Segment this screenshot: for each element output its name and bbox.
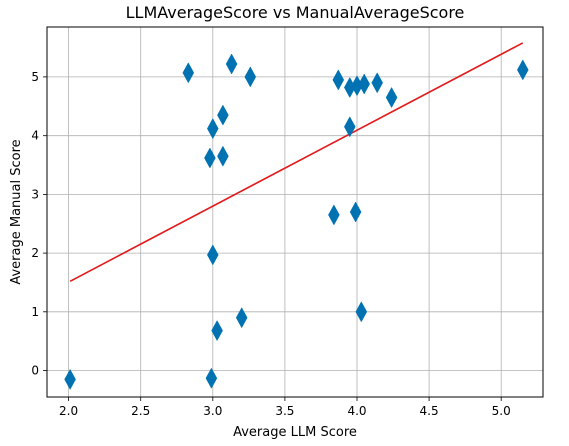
y-axis-label: Average Manual Score xyxy=(9,139,24,284)
trend-line-group xyxy=(69,42,524,283)
data-point xyxy=(358,73,370,95)
data-point xyxy=(217,145,229,167)
data-point xyxy=(517,59,529,81)
data-point xyxy=(355,301,368,323)
data-points xyxy=(64,53,529,390)
y-tick-label: 0 xyxy=(31,364,39,378)
x-tick-label: 3.0 xyxy=(203,404,222,418)
y-tick-label: 2 xyxy=(31,246,39,260)
data-point xyxy=(217,104,229,126)
data-point xyxy=(371,72,383,94)
grid-lines xyxy=(47,27,543,397)
y-axis-ticks: 0 1 2 3 4 5 xyxy=(31,70,47,378)
data-point xyxy=(385,86,398,109)
data-point xyxy=(211,320,223,342)
y-tick-label: 3 xyxy=(31,187,39,201)
data-point xyxy=(205,367,218,389)
x-axis-label: Average LLM Score xyxy=(233,425,357,440)
y-tick-label: 5 xyxy=(31,70,39,84)
y-tick-label: 4 xyxy=(31,129,39,143)
data-point xyxy=(244,66,257,88)
data-point xyxy=(332,69,345,91)
y-tick-label: 1 xyxy=(31,305,39,319)
x-tick-label: 2.5 xyxy=(131,404,150,418)
x-tick-label: 4.5 xyxy=(420,404,439,418)
data-point xyxy=(207,118,219,140)
data-point xyxy=(235,307,248,329)
data-point xyxy=(64,368,76,390)
data-point xyxy=(204,147,216,169)
x-tick-label: 4.0 xyxy=(347,404,366,418)
data-point xyxy=(344,116,356,138)
x-tick-label: 5.0 xyxy=(492,404,511,418)
data-point xyxy=(328,204,340,226)
plot-frame xyxy=(46,26,544,398)
x-axis-ticks: 2.0 2.5 3.0 3.5 4.0 4.5 5.0 xyxy=(59,397,511,418)
data-point xyxy=(349,201,362,223)
data-point xyxy=(182,62,195,84)
data-point xyxy=(225,53,238,75)
chart-title: LLMAverageScore vs ManualAverageScore xyxy=(126,3,465,22)
x-tick-label: 3.5 xyxy=(275,404,294,418)
trend-line xyxy=(69,42,524,283)
x-tick-label: 2.0 xyxy=(59,404,78,418)
data-point xyxy=(207,244,219,266)
